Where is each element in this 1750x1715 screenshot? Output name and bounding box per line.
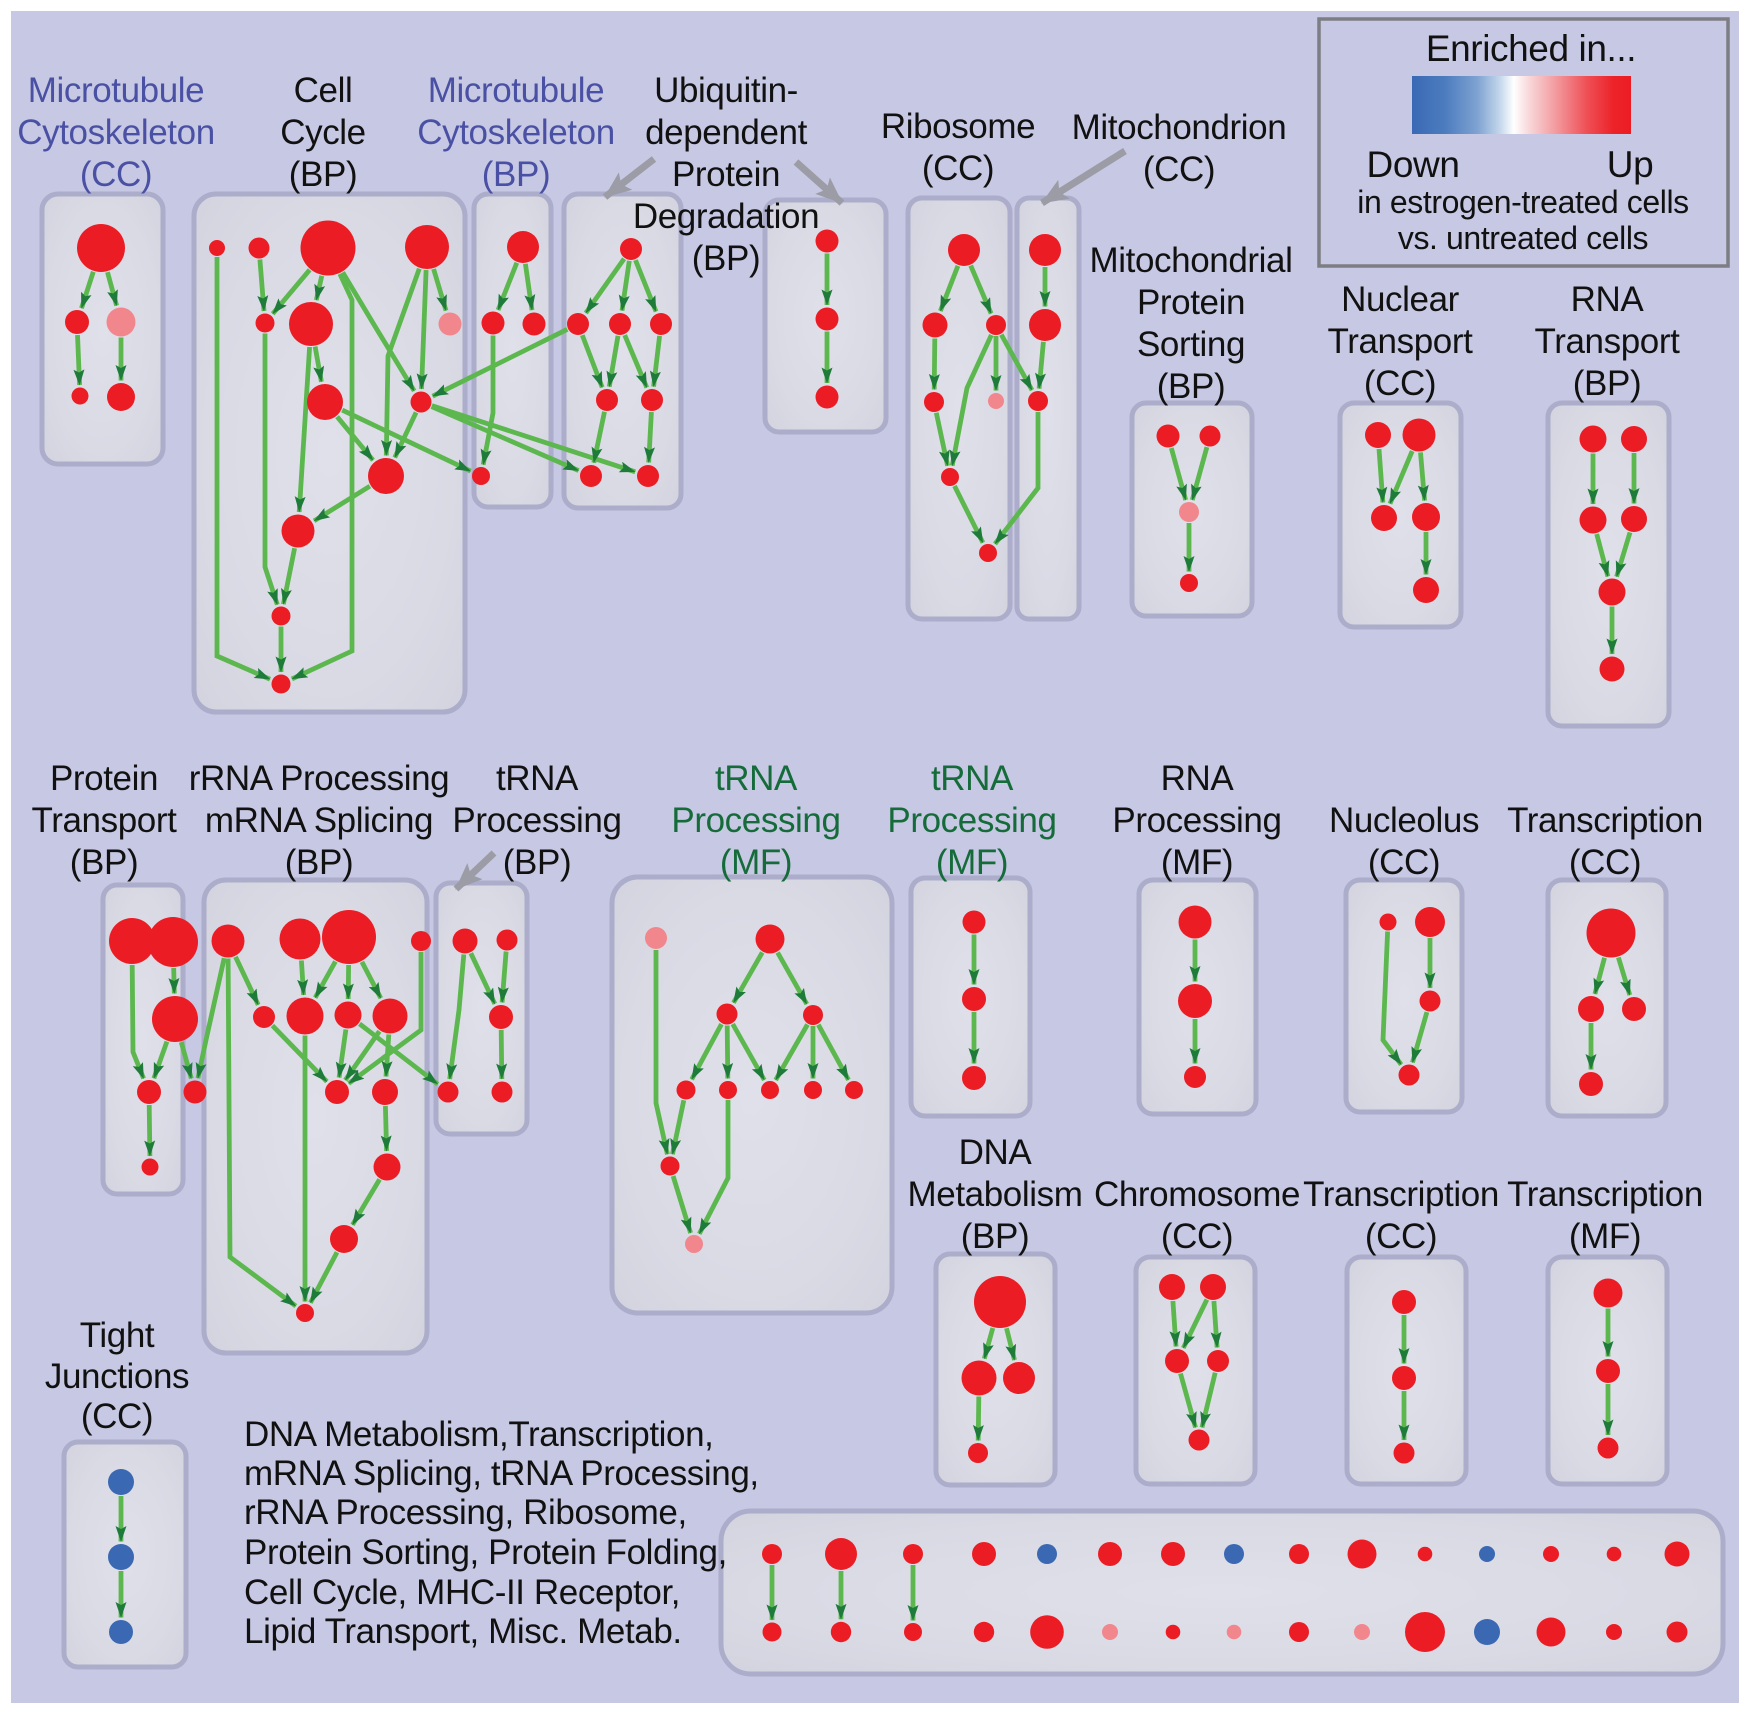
svg-text:Cytoskeleton: Cytoskeleton xyxy=(417,113,615,152)
svg-text:tRNA: tRNA xyxy=(496,759,579,798)
svg-text:Metabolism: Metabolism xyxy=(908,1175,1083,1214)
svg-text:Transport: Transport xyxy=(32,801,178,840)
svg-text:DNA Metabolism,Transcription,: DNA Metabolism,Transcription, xyxy=(244,1415,713,1454)
svg-text:(CC): (CC) xyxy=(80,155,152,194)
svg-text:Degradation: Degradation xyxy=(633,197,819,236)
svg-text:Transport: Transport xyxy=(1535,322,1681,361)
svg-text:Sorting: Sorting xyxy=(1137,325,1245,364)
svg-text:(CC): (CC) xyxy=(1364,364,1436,403)
svg-text:Transcription: Transcription xyxy=(1507,801,1703,840)
svg-text:(BP): (BP) xyxy=(1157,367,1225,406)
svg-text:tRNA: tRNA xyxy=(715,759,798,798)
svg-text:Nucleolus: Nucleolus xyxy=(1329,801,1479,840)
svg-text:Up: Up xyxy=(1607,144,1654,185)
svg-text:(CC): (CC) xyxy=(1569,843,1641,882)
svg-text:Microtubule: Microtubule xyxy=(28,71,205,110)
svg-text:vs. untreated cells: vs. untreated cells xyxy=(1398,220,1648,256)
svg-text:(BP): (BP) xyxy=(70,843,138,882)
svg-text:RNA: RNA xyxy=(1161,759,1235,798)
svg-text:Processing: Processing xyxy=(1112,801,1281,840)
svg-text:Cell Cycle, MHC-II Receptor,: Cell Cycle, MHC-II Receptor, xyxy=(244,1573,680,1612)
svg-text:Cytoskeleton: Cytoskeleton xyxy=(17,113,215,152)
svg-text:Mitochondrion: Mitochondrion xyxy=(1072,108,1287,147)
svg-text:Ribosome: Ribosome xyxy=(881,107,1035,146)
svg-text:Ubiquitin-: Ubiquitin- xyxy=(654,71,798,110)
svg-text:Enriched in...: Enriched in... xyxy=(1426,28,1636,69)
svg-text:mRNA Splicing: mRNA Splicing xyxy=(205,801,433,840)
svg-text:(MF): (MF) xyxy=(936,843,1008,882)
svg-text:Protein Sorting, Protein Foldi: Protein Sorting, Protein Folding, xyxy=(244,1533,727,1572)
svg-text:Transcription: Transcription xyxy=(1507,1175,1703,1214)
svg-text:Chromosome: Chromosome xyxy=(1094,1175,1300,1214)
svg-text:(MF): (MF) xyxy=(720,843,792,882)
svg-text:(BP): (BP) xyxy=(482,155,550,194)
svg-text:(CC): (CC) xyxy=(81,1397,153,1436)
svg-text:(CC): (CC) xyxy=(922,149,994,188)
svg-text:(BP): (BP) xyxy=(503,843,571,882)
svg-text:Protein: Protein xyxy=(50,759,158,798)
svg-text:(BP): (BP) xyxy=(289,155,357,194)
svg-text:in estrogen-treated cells: in estrogen-treated cells xyxy=(1357,184,1689,220)
svg-text:Protein: Protein xyxy=(1137,283,1245,322)
svg-text:rRNA Processing: rRNA Processing xyxy=(189,759,449,798)
svg-text:Mitochondrial: Mitochondrial xyxy=(1090,241,1293,280)
svg-text:dependent: dependent xyxy=(645,113,808,152)
svg-text:(CC): (CC) xyxy=(1143,150,1215,189)
svg-text:Down: Down xyxy=(1367,144,1460,185)
svg-text:(CC): (CC) xyxy=(1368,843,1440,882)
svg-text:Tight: Tight xyxy=(80,1316,155,1355)
svg-text:(MF): (MF) xyxy=(1569,1217,1641,1256)
svg-text:RNA: RNA xyxy=(1571,280,1645,319)
svg-text:Nuclear: Nuclear xyxy=(1341,280,1460,319)
svg-text:Lipid Transport, Misc. Metab.: Lipid Transport, Misc. Metab. xyxy=(244,1612,682,1651)
svg-text:(CC): (CC) xyxy=(1161,1217,1233,1256)
svg-text:(BP): (BP) xyxy=(961,1217,1029,1256)
svg-text:Processing: Processing xyxy=(887,801,1056,840)
svg-text:Transcription: Transcription xyxy=(1303,1175,1499,1214)
svg-text:tRNA: tRNA xyxy=(931,759,1014,798)
svg-text:Processing: Processing xyxy=(452,801,621,840)
svg-text:(BP): (BP) xyxy=(285,843,353,882)
svg-text:DNA: DNA xyxy=(959,1133,1033,1172)
svg-text:Protein: Protein xyxy=(672,155,780,194)
svg-text:(MF): (MF) xyxy=(1161,843,1233,882)
svg-text:Cycle: Cycle xyxy=(280,113,366,152)
svg-text:Processing: Processing xyxy=(671,801,840,840)
svg-text:Cell: Cell xyxy=(294,71,353,110)
svg-text:mRNA Splicing, tRNA Processing: mRNA Splicing, tRNA Processing, xyxy=(244,1454,759,1493)
svg-text:(BP): (BP) xyxy=(1573,364,1641,403)
svg-text:(CC): (CC) xyxy=(1365,1217,1437,1256)
svg-text:rRNA Processing, Ribosome,: rRNA Processing, Ribosome, xyxy=(244,1493,687,1532)
svg-text:Transport: Transport xyxy=(1328,322,1474,361)
svg-text:Microtubule: Microtubule xyxy=(428,71,605,110)
svg-text:(BP): (BP) xyxy=(692,239,760,278)
svg-text:Junctions: Junctions xyxy=(45,1357,189,1396)
